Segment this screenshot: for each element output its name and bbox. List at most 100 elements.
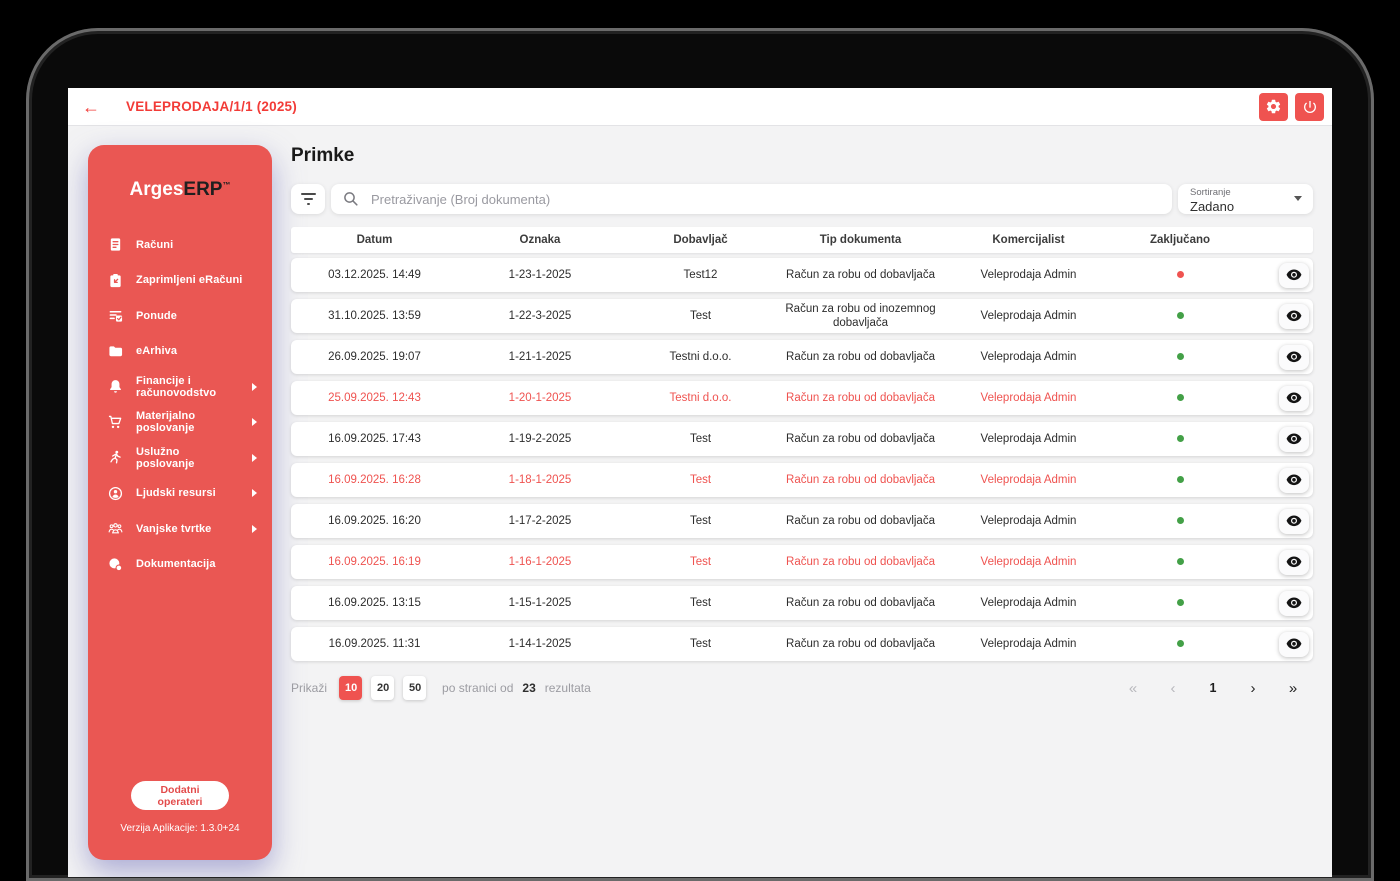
view-button[interactable] [1279,549,1309,575]
next-page-icon[interactable]: › [1250,679,1256,697]
app-screen: ← VELEPRODAJA/1/1 (2025) Arge [68,88,1332,877]
view-button[interactable] [1279,426,1309,452]
cell-dobavljac: Testni d.o.o. [669,391,732,404]
eye-icon [1286,515,1302,527]
cell-komercijalist: Veleprodaja Admin [980,391,1077,404]
chevron-down-icon [1294,196,1302,201]
person-circle-icon [108,486,123,501]
company-period-title: VELEPRODAJA/1/1 (2025) [126,99,297,114]
cell-komercijalist: Veleprodaja Admin [980,432,1077,445]
table-row[interactable]: 31.10.2025. 13:59 1-22-3-2025 Test Račun… [291,299,1313,333]
chevron-right-icon [252,453,257,462]
table-row[interactable]: 16.09.2025. 16:20 1-17-2-2025 Test Račun… [291,504,1313,538]
header-komercijalist: Komercijalist [992,234,1065,246]
search-input[interactable] [369,190,1160,208]
sidebar-item-vanjske-tvrtke[interactable]: Vanjske tvrtke [88,511,272,547]
cell-komercijalist: Veleprodaja Admin [980,637,1077,650]
view-button[interactable] [1279,262,1309,288]
cell-datum: 03.12.2025. 14:49 [328,268,421,281]
sidebar-item-financije[interactable]: Financije i računovodstvo [88,369,272,405]
status-dot [1176,434,1184,442]
header-dobavljac: Dobavljač [673,234,728,246]
first-page-icon[interactable]: « [1128,679,1138,697]
header-tip-dokumenta: Tip dokumenta [819,234,902,246]
prev-page-icon[interactable]: ‹ [1170,679,1176,697]
app-logo: ArgesERP™ [129,179,231,200]
bell-icon [108,379,123,394]
view-button[interactable] [1279,385,1309,411]
cell-oznaka: 1-20-1-2025 [508,391,572,404]
cart-icon [108,415,123,430]
cell-tip: Račun za robu od dobavljača [786,596,935,609]
list-check-icon [108,308,123,323]
table-row[interactable]: 26.09.2025. 19:07 1-21-1-2025 Testni d.o… [291,340,1313,374]
cell-tip: Račun za robu od dobavljača [786,391,935,404]
sidebar-menu: Računi Zaprimljeni eRačuni Ponude eArhiv… [88,227,272,582]
folder-icon [108,344,123,359]
last-page-icon[interactable]: » [1288,679,1298,697]
cell-status [1115,430,1245,448]
cell-datum: 16.09.2025. 17:43 [328,432,421,445]
table-row[interactable]: 25.09.2025. 12:43 1-20-1-2025 Testni d.o… [291,381,1313,415]
filter-icon [300,193,316,205]
chevron-right-icon [252,418,257,427]
sidebar-item-usluzno[interactable]: Uslužno poslovanje [88,440,272,476]
page-size-20-button[interactable]: 20 [371,676,395,700]
table-row[interactable]: 16.09.2025. 11:31 1-14-1-2025 Test Račun… [291,627,1313,661]
eye-icon [1286,638,1302,650]
cell-oznaka: 1-22-3-2025 [508,309,572,322]
cell-oznaka: 1-23-1-2025 [508,268,572,281]
cell-komercijalist: Veleprodaja Admin [980,555,1077,568]
sidebar-item-dokumentacija[interactable]: Dokumentacija [88,547,272,583]
sidebar-item-ljudski-resursi[interactable]: Ljudski resursi [88,476,272,512]
cell-datum: 16.09.2025. 16:28 [328,473,421,486]
sidebar-item-ponude[interactable]: Ponude [88,298,272,334]
cell-komercijalist: Veleprodaja Admin [980,350,1077,363]
sidebar-item-materijalno[interactable]: Materijalno poslovanje [88,405,272,441]
view-button[interactable] [1279,631,1309,657]
sort-label: Sortiranje [1190,187,1231,198]
cell-tip: Račun za robu od dobavljača [786,432,935,445]
view-button[interactable] [1279,508,1309,534]
page-title: Primke [291,145,355,166]
page-size-10-button[interactable]: 10 [339,676,363,700]
cell-datum: 16.09.2025. 13:15 [328,596,421,609]
cell-dobavljac: Test [689,473,712,486]
app-bar: ← VELEPRODAJA/1/1 (2025) [68,88,1332,126]
cell-tip: Račun za robu od dobavljača [786,514,935,527]
cell-datum: 26.09.2025. 19:07 [328,350,421,363]
cell-tip: Račun za robu od dobavljača [786,350,935,363]
eye-icon [1286,392,1302,404]
table-row[interactable]: 16.09.2025. 16:19 1-16-1-2025 Test Račun… [291,545,1313,579]
back-arrow-icon[interactable]: ← [82,96,100,117]
logout-button[interactable] [1295,92,1324,121]
table-header: Datum Oznaka Dobavljač Tip dokumenta Kom… [291,227,1313,253]
sort-dropdown[interactable]: Sortiranje Zadano [1178,184,1313,214]
document-badge-icon [108,557,123,572]
status-dot [1176,352,1184,360]
table-row[interactable]: 16.09.2025. 13:15 1-15-1-2025 Test Račun… [291,586,1313,620]
table-row[interactable]: 03.12.2025. 14:49 1-23-1-2025 Test12 Rač… [291,258,1313,292]
view-button[interactable] [1279,303,1309,329]
chevron-right-icon [252,524,257,533]
settings-button[interactable] [1259,92,1288,121]
current-page: 1 [1209,681,1217,695]
status-dot [1176,516,1184,524]
additional-operators-button[interactable]: Dodatni operateri [131,781,229,810]
table-row[interactable]: 16.09.2025. 17:43 1-19-2-2025 Test Račun… [291,422,1313,456]
sidebar-item-zaprimljeni-eracuni[interactable]: Zaprimljeni eRačuni [88,263,272,299]
power-icon [1302,99,1318,115]
sidebar-item-earhiva[interactable]: eArhiva [88,334,272,370]
sidebar-item-racuni[interactable]: Računi [88,227,272,263]
view-button[interactable] [1279,344,1309,370]
page-size-50-button[interactable]: 50 [403,676,427,700]
view-button[interactable] [1279,467,1309,493]
table-row[interactable]: 16.09.2025. 16:28 1-18-1-2025 Test Račun… [291,463,1313,497]
status-dot [1176,270,1184,278]
view-button[interactable] [1279,590,1309,616]
cell-dobavljac: Test12 [683,268,718,281]
filter-button[interactable] [291,184,325,214]
cell-oznaka: 1-15-1-2025 [508,596,572,609]
status-dot [1176,475,1184,483]
